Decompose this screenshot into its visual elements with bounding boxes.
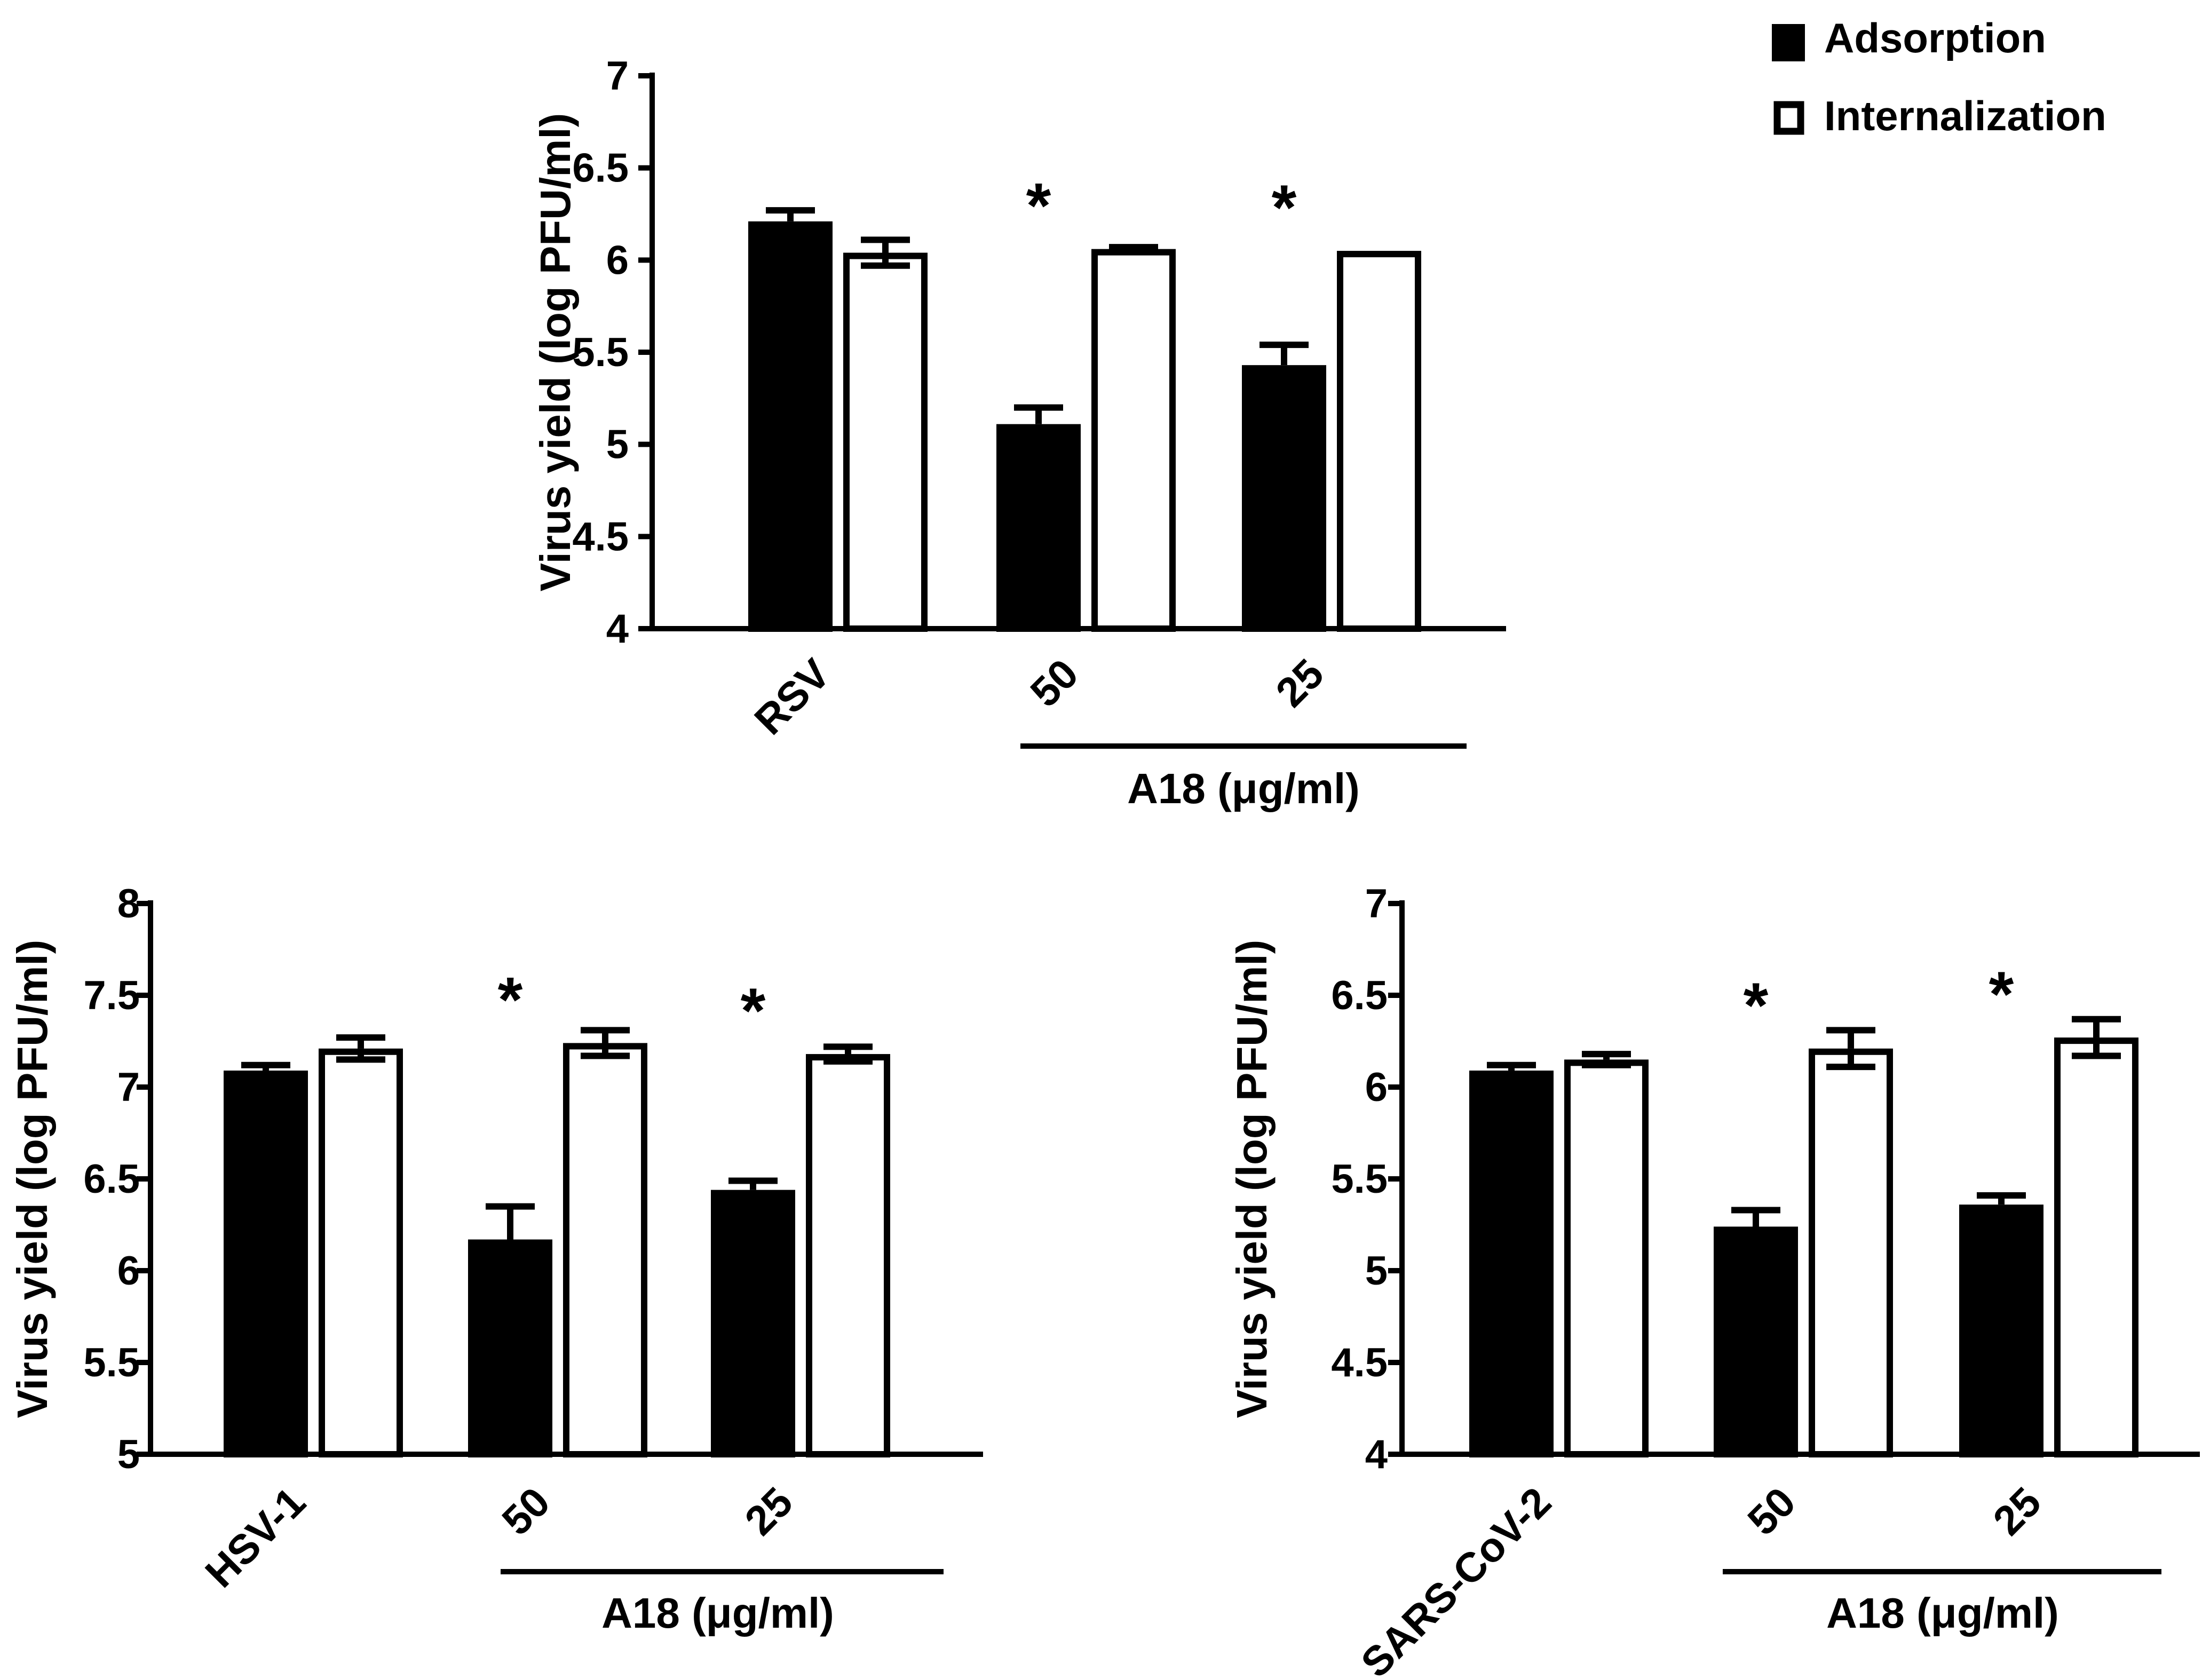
bar-adsorption-rsv bbox=[748, 221, 833, 632]
significance-star: * bbox=[1989, 958, 2014, 1030]
y-tick-label: 5.5 bbox=[83, 1340, 140, 1385]
bar-adsorption-25 bbox=[1959, 1204, 2043, 1457]
y-tick-label: 4.5 bbox=[572, 514, 629, 559]
bar-adsorption-25 bbox=[1242, 365, 1326, 632]
y-tick-label: 5.5 bbox=[1331, 1156, 1388, 1202]
chart-rsv: 4 4.5 5 5.5 6 6.5 7 Virus yield (log PFU/ml) RSV… bbox=[532, 53, 1506, 812]
bar-internalization-hsv-1 bbox=[319, 1048, 403, 1457]
category-label: HSV-1 bbox=[196, 1478, 314, 1597]
y-tick-label: 8 bbox=[117, 881, 140, 926]
y-tick-label: 5 bbox=[1365, 1248, 1388, 1294]
bar-internalization-50 bbox=[563, 1043, 647, 1457]
legend: Adsorption Internalization bbox=[1772, 14, 2106, 139]
y-tick-label: 4 bbox=[606, 606, 629, 652]
significance-star: * bbox=[741, 975, 766, 1047]
y-tick-label: 5 bbox=[117, 1432, 140, 1477]
y-tick-label: 4 bbox=[1365, 1432, 1388, 1477]
category-label: SARS-CoV-2 bbox=[1352, 1478, 1560, 1677]
y-tick-label: 4.5 bbox=[1331, 1340, 1388, 1385]
y-axis-title: Virus yield (log PFU/ml) bbox=[1228, 940, 1276, 1418]
y-tick-label: 5 bbox=[606, 422, 629, 467]
legend-swatch-adsorption bbox=[1772, 24, 1805, 61]
category-label: 25 bbox=[1984, 1478, 2050, 1544]
bar-internalization-25 bbox=[2054, 1037, 2138, 1457]
y-tick-label: 6 bbox=[1365, 1065, 1388, 1110]
significance-star: * bbox=[1272, 172, 1297, 243]
category-label: 25 bbox=[1266, 650, 1333, 716]
legend-label-internalization: Internalization bbox=[1824, 92, 2106, 139]
y-tick-label: 5.5 bbox=[572, 330, 629, 375]
y-axis-title: Virus yield (log PFU/ml) bbox=[9, 940, 56, 1418]
bar-adsorption-25 bbox=[711, 1190, 795, 1457]
category-label: 50 bbox=[1021, 650, 1087, 716]
bar-adsorption-50 bbox=[996, 424, 1081, 632]
legend-label-adsorption: Adsorption bbox=[1824, 14, 2046, 61]
bar-internalization-25 bbox=[806, 1054, 890, 1457]
legend-swatch-internalization bbox=[1773, 101, 1804, 135]
bar-adsorption-50 bbox=[468, 1239, 552, 1458]
bar-internalization-25 bbox=[1337, 251, 1421, 632]
group-label: A18 (μg/ml) bbox=[601, 1589, 834, 1637]
category-label: RSV bbox=[745, 650, 839, 744]
y-tick-label: 7 bbox=[117, 1065, 140, 1110]
bar-internalization-50 bbox=[1809, 1048, 1893, 1457]
significance-star: * bbox=[1026, 170, 1051, 242]
significance-star: * bbox=[498, 964, 523, 1035]
group-label: A18 (μg/ml) bbox=[1826, 1589, 2059, 1637]
category-label: 50 bbox=[1738, 1478, 1804, 1544]
bar-adsorption-sars-cov-2 bbox=[1469, 1071, 1554, 1458]
y-tick-label: 6 bbox=[606, 237, 629, 283]
y-tick-label: 7 bbox=[1365, 881, 1388, 926]
y-tick-label: 6.5 bbox=[1331, 973, 1388, 1018]
chart-hsv: 5 5.5 6 6.5 7 7.5 8 Virus yield (log PFU/ml) HSV… bbox=[9, 881, 983, 1637]
bar-internalization-rsv bbox=[843, 252, 928, 632]
bar-internalization-50 bbox=[1091, 249, 1176, 632]
y-axis-title: Virus yield (log PFU/ml) bbox=[532, 113, 579, 591]
y-tick-label: 6.5 bbox=[83, 1156, 140, 1202]
category-label: 25 bbox=[735, 1478, 802, 1544]
category-label: 50 bbox=[493, 1478, 559, 1544]
y-tick-label: 7 bbox=[606, 53, 629, 99]
y-tick-label: 7.5 bbox=[83, 973, 140, 1018]
bar-adsorption-50 bbox=[1714, 1226, 1798, 1457]
chart-sars: 4 4.5 5 5.5 6 6.5 7 Virus yield (log PFU/ml) SAR… bbox=[1228, 881, 2200, 1680]
y-tick-label: 6.5 bbox=[572, 146, 629, 191]
y-tick-label: 6 bbox=[117, 1248, 140, 1294]
bar-adsorption-hsv-1 bbox=[224, 1071, 308, 1458]
bar-internalization-sars-cov-2 bbox=[1564, 1059, 1649, 1457]
significance-star: * bbox=[1744, 970, 1769, 1041]
group-label: A18 (μg/ml) bbox=[1127, 765, 1360, 812]
